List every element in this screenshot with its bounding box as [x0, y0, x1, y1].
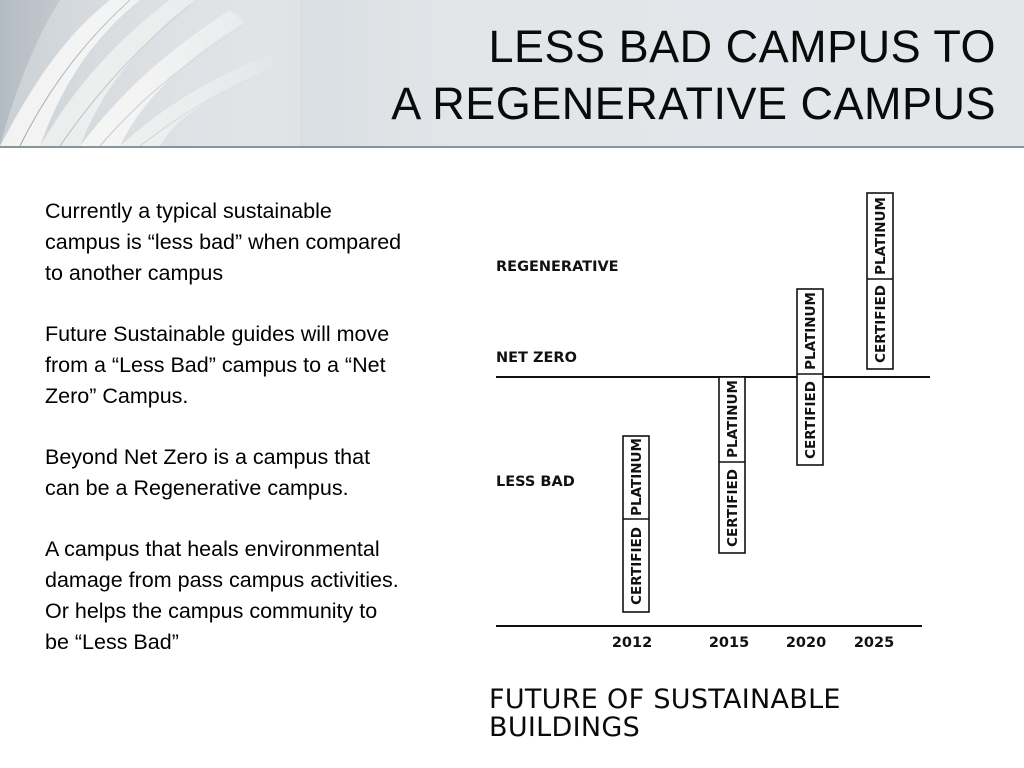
caption-line-1: FUTURE OF SUSTAINABLE [489, 684, 841, 715]
year-label-2025: 2025 [854, 635, 894, 651]
body-text: Currently a typical sustainable campus i… [45, 196, 405, 688]
bar-2015: CERTIFIED PLATINUM [718, 376, 746, 554]
year-label-2012: 2012 [612, 635, 652, 651]
paragraph-4: A campus that heals environmental damage… [45, 537, 399, 654]
title-line-1: LESS BAD CAMPUS TO [488, 21, 996, 72]
title-line-2: A REGENERATIVE CAMPUS [391, 78, 996, 129]
bar-2015-platinum: PLATINUM [725, 380, 741, 458]
paragraph-2: Future Sustainable guides will move from… [45, 322, 390, 408]
bar-2020-certified: CERTIFIED [803, 381, 819, 459]
bar-2025-certified: CERTIFIED [873, 285, 889, 363]
bar-2012-certified: CERTIFIED [629, 527, 645, 605]
level-label-less-bad: LESS BAD [496, 474, 575, 490]
bar-2015-certified: CERTIFIED [725, 469, 741, 547]
bar-2020-platinum: PLATINUM [803, 292, 819, 370]
page-title: LESS BAD CAMPUS TO A REGENERATIVE CAMPUS [391, 18, 996, 132]
year-label-2020: 2020 [786, 635, 826, 651]
bar-2012: CERTIFIED PLATINUM [622, 435, 650, 613]
bar-2025: CERTIFIED PLATINUM [866, 192, 894, 370]
level-label-regenerative: REGENERATIVE [496, 259, 619, 275]
paragraph-1: Currently a typical sustainable campus i… [45, 199, 402, 285]
level-label-net-zero: NET ZERO [496, 350, 577, 366]
book-pages-graphic [0, 0, 300, 146]
year-label-2015: 2015 [709, 635, 749, 651]
slide-header: LESS BAD CAMPUS TO A REGENERATIVE CAMPUS [0, 0, 1024, 148]
paragraph-3: Beyond Net Zero is a campus that can be … [45, 445, 371, 500]
caption-line-2: BUILDINGS [489, 712, 641, 743]
bar-2012-platinum: PLATINUM [629, 438, 645, 516]
bar-2020: CERTIFIED PLATINUM [796, 288, 824, 466]
diagram-caption: FUTURE OF SUSTAINABLE BUILDINGS [489, 686, 841, 742]
bar-2025-platinum: PLATINUM [873, 197, 889, 275]
sustainability-diagram: REGENERATIVE NET ZERO LESS BAD CERTIFIED… [496, 192, 930, 651]
